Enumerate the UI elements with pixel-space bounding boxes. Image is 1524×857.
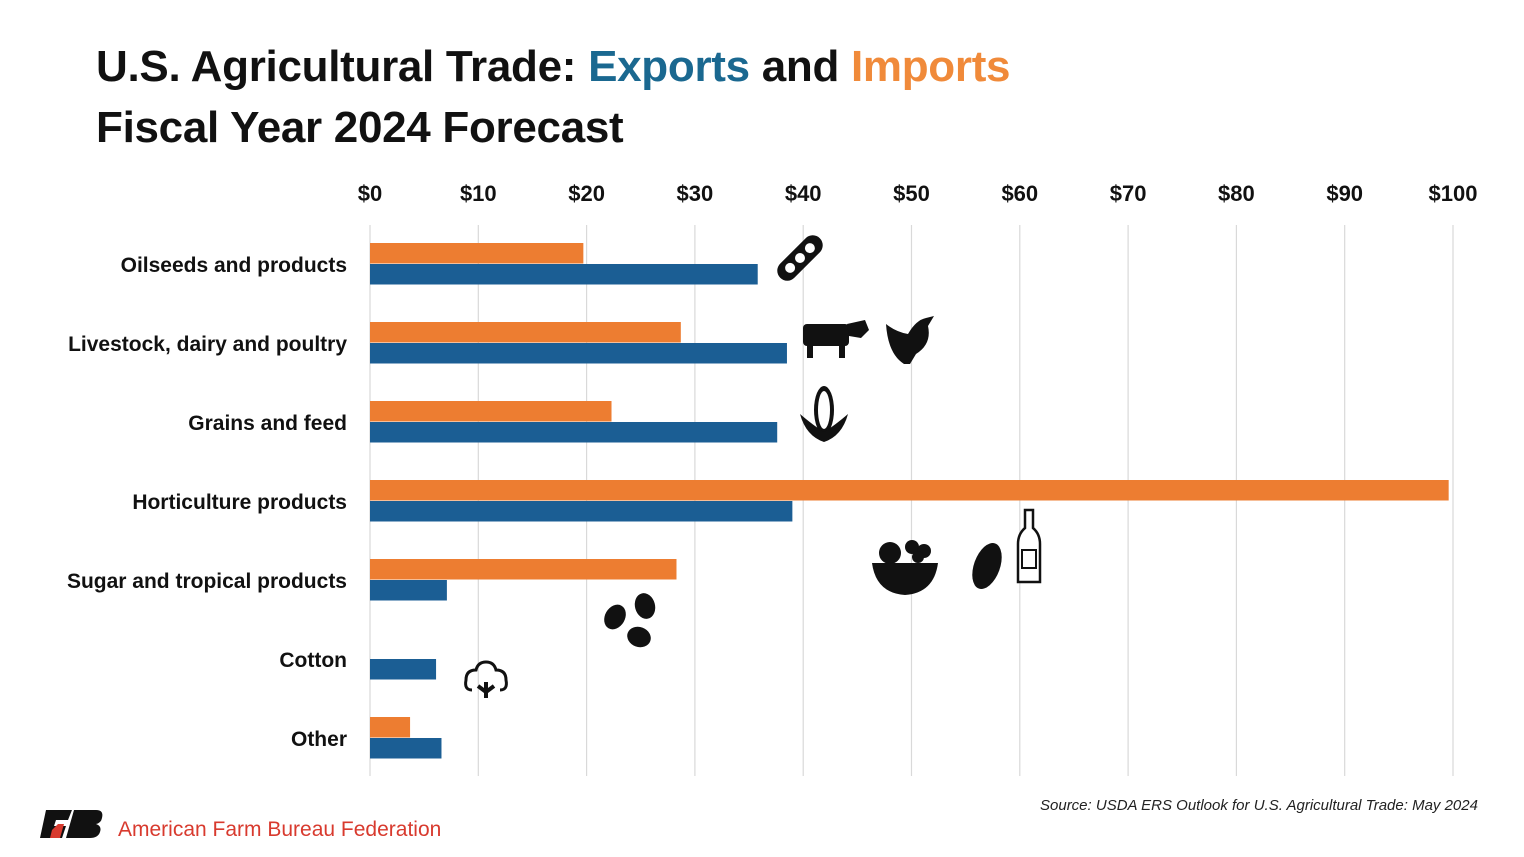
category-label: Grains and feed — [188, 412, 347, 435]
bar-exports — [370, 343, 787, 364]
fruit-bowl-icon — [872, 540, 938, 595]
x-tick-label: $70 — [1110, 181, 1147, 206]
bar-imports — [370, 480, 1449, 501]
x-tick-label: $30 — [677, 181, 714, 206]
x-tick-label: $0 — [358, 181, 382, 206]
organization-name: American Farm Bureau Federation — [118, 818, 442, 841]
title-line-1: U.S. Agricultural Trade: Exports and Imp… — [96, 42, 1011, 92]
title-line-2: Fiscal Year 2024 Forecast — [96, 103, 624, 152]
afbf-logo-icon — [40, 810, 103, 838]
bar-imports — [370, 243, 584, 264]
x-tick-label: $90 — [1326, 181, 1363, 206]
bar-imports — [370, 401, 612, 422]
x-tick-label: $10 — [460, 181, 497, 206]
bar-imports — [370, 322, 681, 343]
bar-exports — [370, 422, 778, 443]
category-label: Oilseeds and products — [121, 254, 347, 277]
title-and: and — [749, 42, 851, 91]
x-tick-label: $20 — [568, 181, 605, 206]
bar-exports — [370, 501, 793, 522]
x-tick-label: $40 — [785, 181, 822, 206]
category-label: Horticulture products — [132, 491, 347, 514]
bar-exports — [370, 738, 442, 759]
bar-imports — [370, 717, 411, 738]
bar-imports — [370, 559, 677, 580]
corn-icon — [800, 386, 848, 442]
source-note: Source: USDA ERS Outlook for U.S. Agricu… — [1040, 797, 1478, 814]
x-tick-label: $50 — [893, 181, 930, 206]
cow-icon — [803, 320, 869, 358]
title-prefix: U.S. Agricultural Trade: — [96, 42, 589, 91]
bar-exports — [370, 580, 447, 601]
category-label: Sugar and tropical products — [67, 570, 347, 593]
title-imports: Imports — [850, 42, 1011, 91]
category-label: Other — [291, 728, 347, 751]
category-label: Cotton — [279, 649, 347, 672]
x-tick-label: $80 — [1218, 181, 1255, 206]
coffee-beans-icon — [604, 593, 656, 648]
almond-icon — [972, 543, 1002, 589]
soybean-icon — [777, 235, 823, 281]
bottle-icon — [1016, 508, 1042, 584]
cotton-icon — [464, 660, 508, 698]
x-tick-label: $60 — [1001, 181, 1038, 206]
x-tick-label: $100 — [1429, 181, 1478, 206]
category-label: Livestock, dairy and poultry — [68, 333, 347, 356]
title-exports: Exports — [588, 42, 750, 91]
chicken-icon — [886, 316, 934, 364]
bar-exports — [370, 264, 758, 285]
bar-exports — [370, 659, 437, 680]
